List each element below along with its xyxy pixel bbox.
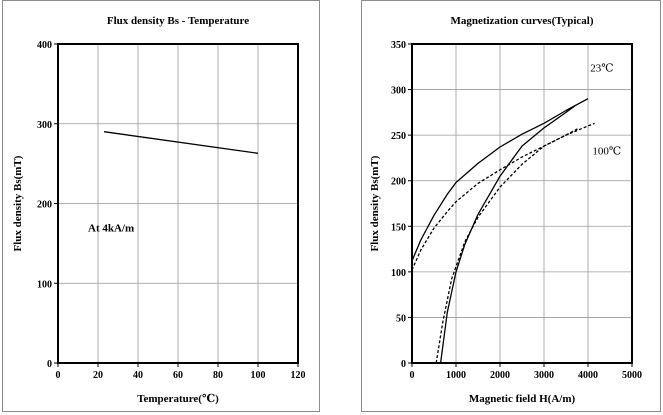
chart1-tick-label-y-7: 350 — [391, 40, 406, 51]
chart1-tick-label-x-5: 5000 — [622, 370, 642, 381]
chart0-tick-label-x-2: 40 — [133, 370, 143, 381]
chart0-tick-label-y-0: 0 — [47, 359, 52, 370]
chart0-tick-label-x-3: 60 — [173, 370, 183, 381]
chart0-y-axis-label: Flux density Bs(mT) — [12, 155, 24, 251]
chart0-series-line-0 — [103, 131, 259, 154]
chart1-y-axis-label: Flux density Bs(mT) — [369, 155, 381, 251]
chart-magnetization: 0 1000 2000 3000 4000 5000 0 50 100 150 200 250 300 3… — [369, 15, 642, 405]
chart1-annotation-1: 100℃ — [592, 145, 621, 157]
chart0-tick-label-y-3: 300 — [37, 120, 52, 131]
chart1-series-line-3 — [435, 127, 580, 364]
chart0-tick-label-x-4: 80 — [213, 370, 223, 381]
chart-magnetization-panel: 0 1000 2000 3000 4000 5000 0 50 100 150 200 250 300 3… — [361, 0, 661, 412]
chart1-tick-label-x-2: 2000 — [490, 370, 510, 381]
chart1-series-line-0 — [411, 98, 589, 262]
chart1-annotation-0: 23℃ — [590, 62, 613, 74]
chart1-series-line-1 — [439, 105, 576, 364]
chart1-tick-label-y-0: 0 — [401, 359, 406, 370]
chart0-tick-label-x-0: 0 — [56, 370, 61, 381]
chart1-tick-label-x-3: 3000 — [534, 370, 554, 381]
chart0-tick-label-x-6: 120 — [291, 370, 306, 381]
chart1-tick-label-y-1: 50 — [396, 313, 406, 324]
chart0-tick-label-x-1: 20 — [93, 370, 103, 381]
chart1-tick-label-y-3: 150 — [391, 222, 406, 233]
chart1-tick-label-y-6: 300 — [391, 86, 406, 97]
chart0-tick-label-y-2: 200 — [37, 200, 52, 211]
chart-temperature: 0 20 40 60 80 100 120 0 100 200 300 400 Flux density… — [12, 15, 306, 405]
chart1-plot-frame — [411, 43, 633, 364]
chart1-tick-label-y-5: 250 — [391, 131, 406, 142]
chart1-tick-label-y-2: 100 — [391, 268, 406, 279]
chart0-x-axis-label: Temperature(℃) — [137, 393, 219, 405]
chart0-tick-label-y-1: 100 — [37, 279, 52, 290]
chart1-tick-label-x-4: 4000 — [578, 370, 598, 381]
chart1-title: Magnetization curves(Typical) — [450, 15, 593, 27]
chart0-annotation-0: At 4kA/m — [88, 222, 134, 234]
chart0-tick-label-x-5: 100 — [251, 370, 266, 381]
chart1-tick-label-x-1: 1000 — [446, 370, 466, 381]
chart-temperature-panel: 0 20 40 60 80 100 120 0 100 200 300 400 Flux density… — [2, 0, 320, 412]
chart0-title: Flux density Bs - Temperature — [107, 15, 249, 27]
chart0-tick-label-y-4: 400 — [37, 40, 52, 51]
chart1-tick-label-x-0: 0 — [410, 370, 415, 381]
chart1-tick-label-y-4: 200 — [391, 177, 406, 188]
chart1-x-axis-label: Magnetic field H(A/m) — [469, 393, 576, 405]
